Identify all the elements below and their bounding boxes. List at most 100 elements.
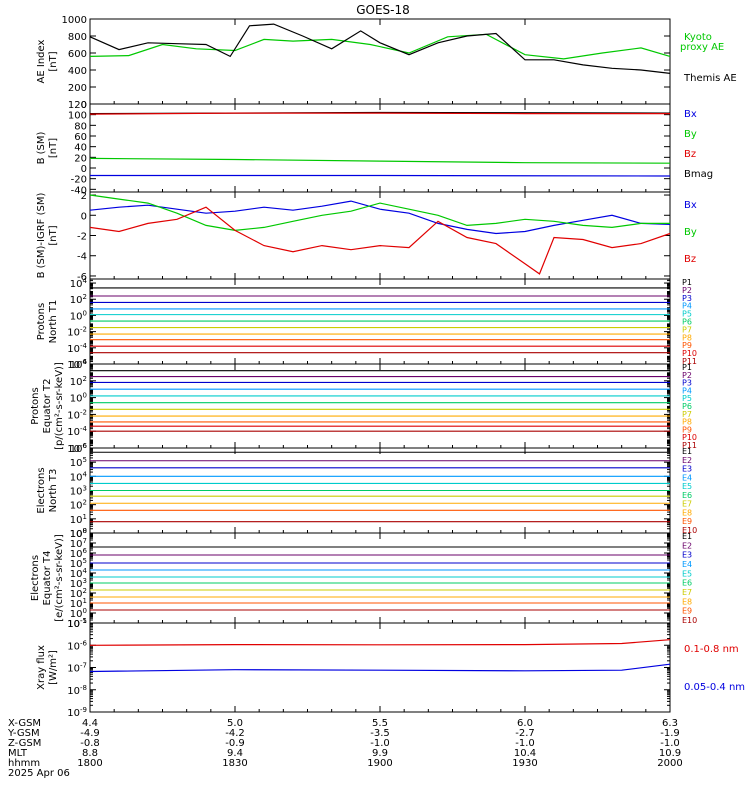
- y-axis-label: B (SM): [36, 131, 47, 164]
- tick-base: 10: [70, 444, 83, 455]
- legend-entry: Themis AE: [683, 73, 737, 84]
- tick-base: 10: [67, 641, 80, 652]
- y-tick-label: -6: [77, 272, 87, 283]
- y-axis-label: Equator T2: [42, 379, 53, 434]
- y-tick-label: 80: [74, 121, 87, 132]
- axis-row-value: -0.9: [225, 738, 245, 749]
- tick-exponent: -9: [80, 706, 87, 714]
- axis-row-label: hhmm: [8, 758, 40, 769]
- y-tick-label: 10-4: [67, 342, 87, 355]
- series-line: [89, 23, 671, 74]
- tick-exponent: 0: [83, 392, 87, 400]
- legend-entry: E2: [682, 541, 692, 550]
- tick-base: 10: [67, 686, 80, 697]
- tick-exponent: -8: [80, 684, 87, 692]
- panel-e_equator: 10-1100101102103104105106107108Electrons…: [30, 527, 697, 630]
- legend-entry: E4: [682, 560, 692, 569]
- y-tick-label: 10-5: [67, 617, 87, 630]
- series-line: [89, 200, 671, 235]
- series-line: [89, 194, 670, 232]
- tick-base: 10: [70, 529, 83, 540]
- y-tick-label: 200: [68, 83, 87, 94]
- legend-entry: Bx: [684, 200, 697, 211]
- date-label: 2025 Apr 06: [8, 768, 70, 779]
- tick-exponent: -2: [80, 408, 87, 416]
- legend-entry: P2: [682, 286, 692, 295]
- legend-entry: P6: [682, 402, 692, 411]
- tick-exponent: 0: [83, 309, 87, 317]
- legend-entry: P2: [682, 371, 692, 380]
- axis-row-value: 1930: [512, 758, 537, 769]
- legend-entry: Bz: [684, 149, 696, 160]
- legend-entry: P3: [682, 294, 692, 303]
- plot-title: GOES-18: [356, 3, 410, 17]
- y-tick-label: 101: [70, 597, 87, 610]
- axis-row-value: 9.9: [372, 748, 388, 759]
- y-axis-label: Equator T4: [42, 551, 53, 606]
- y-tick-label: 120: [68, 100, 87, 111]
- tick-base: 10: [70, 589, 83, 600]
- tick-exponent: 3: [83, 577, 87, 585]
- y-tick-label: 600: [68, 49, 87, 60]
- y-tick-label: 0: [81, 211, 87, 222]
- legend-entry: P8: [682, 418, 692, 427]
- panel-frame: [89, 18, 671, 105]
- tick-exponent: -7: [80, 662, 87, 670]
- series-line: [89, 33, 671, 60]
- tick-exponent: 4: [83, 358, 88, 366]
- legend-entry: proxy AE: [680, 42, 724, 53]
- y-tick-label: 0: [81, 100, 87, 111]
- y-axis-label: [W/m²]: [48, 650, 59, 685]
- y-axis-label: [p/(cm²-s-sr-keV)]: [54, 362, 65, 450]
- tick-exponent: -4: [80, 342, 88, 350]
- y-axis-label: North T3: [48, 469, 59, 513]
- legend-entry: Bz: [684, 254, 696, 265]
- y-axis-label: [nT]: [48, 138, 59, 158]
- y-tick-label: 100: [68, 111, 87, 122]
- y-tick-label: 800: [68, 32, 87, 43]
- y-tick-label: 101: [70, 513, 87, 526]
- legend-entry: 0.1-0.8 nm: [684, 644, 739, 655]
- legend-entry: E6: [682, 491, 692, 500]
- y-axis-label: B (SM)-IGRF (SM): [36, 193, 47, 279]
- legend-entry: P10: [682, 433, 697, 442]
- legend-entry: 0.05-0.4 nm: [684, 682, 745, 693]
- legend-entry: E7: [682, 588, 692, 597]
- legend-entry: P5: [682, 394, 692, 403]
- series-line: [90, 174, 671, 177]
- y-tick-label: 100: [70, 392, 87, 405]
- tick-exponent: 2: [83, 375, 87, 383]
- y-tick-label: 105: [70, 557, 87, 570]
- y-tick-label: 106: [70, 442, 88, 455]
- axis-row-value: -2.7: [515, 728, 535, 739]
- legend: Bx By Bz: [684, 200, 697, 265]
- legend-entry: P6: [682, 318, 692, 327]
- tick-exponent: 6: [83, 442, 88, 450]
- tick-exponent: -1: [80, 617, 87, 625]
- y-tick-label: 1000: [62, 15, 87, 26]
- panel-frame: [89, 191, 671, 280]
- tick-base: 10: [70, 609, 83, 620]
- tick-exponent: 2: [83, 587, 87, 595]
- legend-entry: E2: [682, 456, 692, 465]
- tick-exponent: 7: [83, 537, 87, 545]
- y-axis-label: [nT]: [48, 225, 59, 245]
- tick-exponent: -6: [80, 442, 88, 450]
- y-axis-label: [e/(cm²-s-sr-keV)]: [54, 534, 65, 622]
- panel-frame: [89, 103, 671, 193]
- tick-base: 10: [67, 444, 80, 455]
- legend-entry: P4: [682, 302, 692, 311]
- tick-base: 10: [70, 377, 83, 388]
- y-tick-label: 2: [81, 191, 87, 202]
- tick-base: 10: [67, 410, 80, 421]
- tick-base: 10: [70, 539, 83, 550]
- y-tick-label: 102: [70, 293, 87, 306]
- y-tick-label: 100: [70, 607, 87, 620]
- y-tick-label: 106: [70, 547, 88, 560]
- y-tick-label: 108: [70, 527, 87, 540]
